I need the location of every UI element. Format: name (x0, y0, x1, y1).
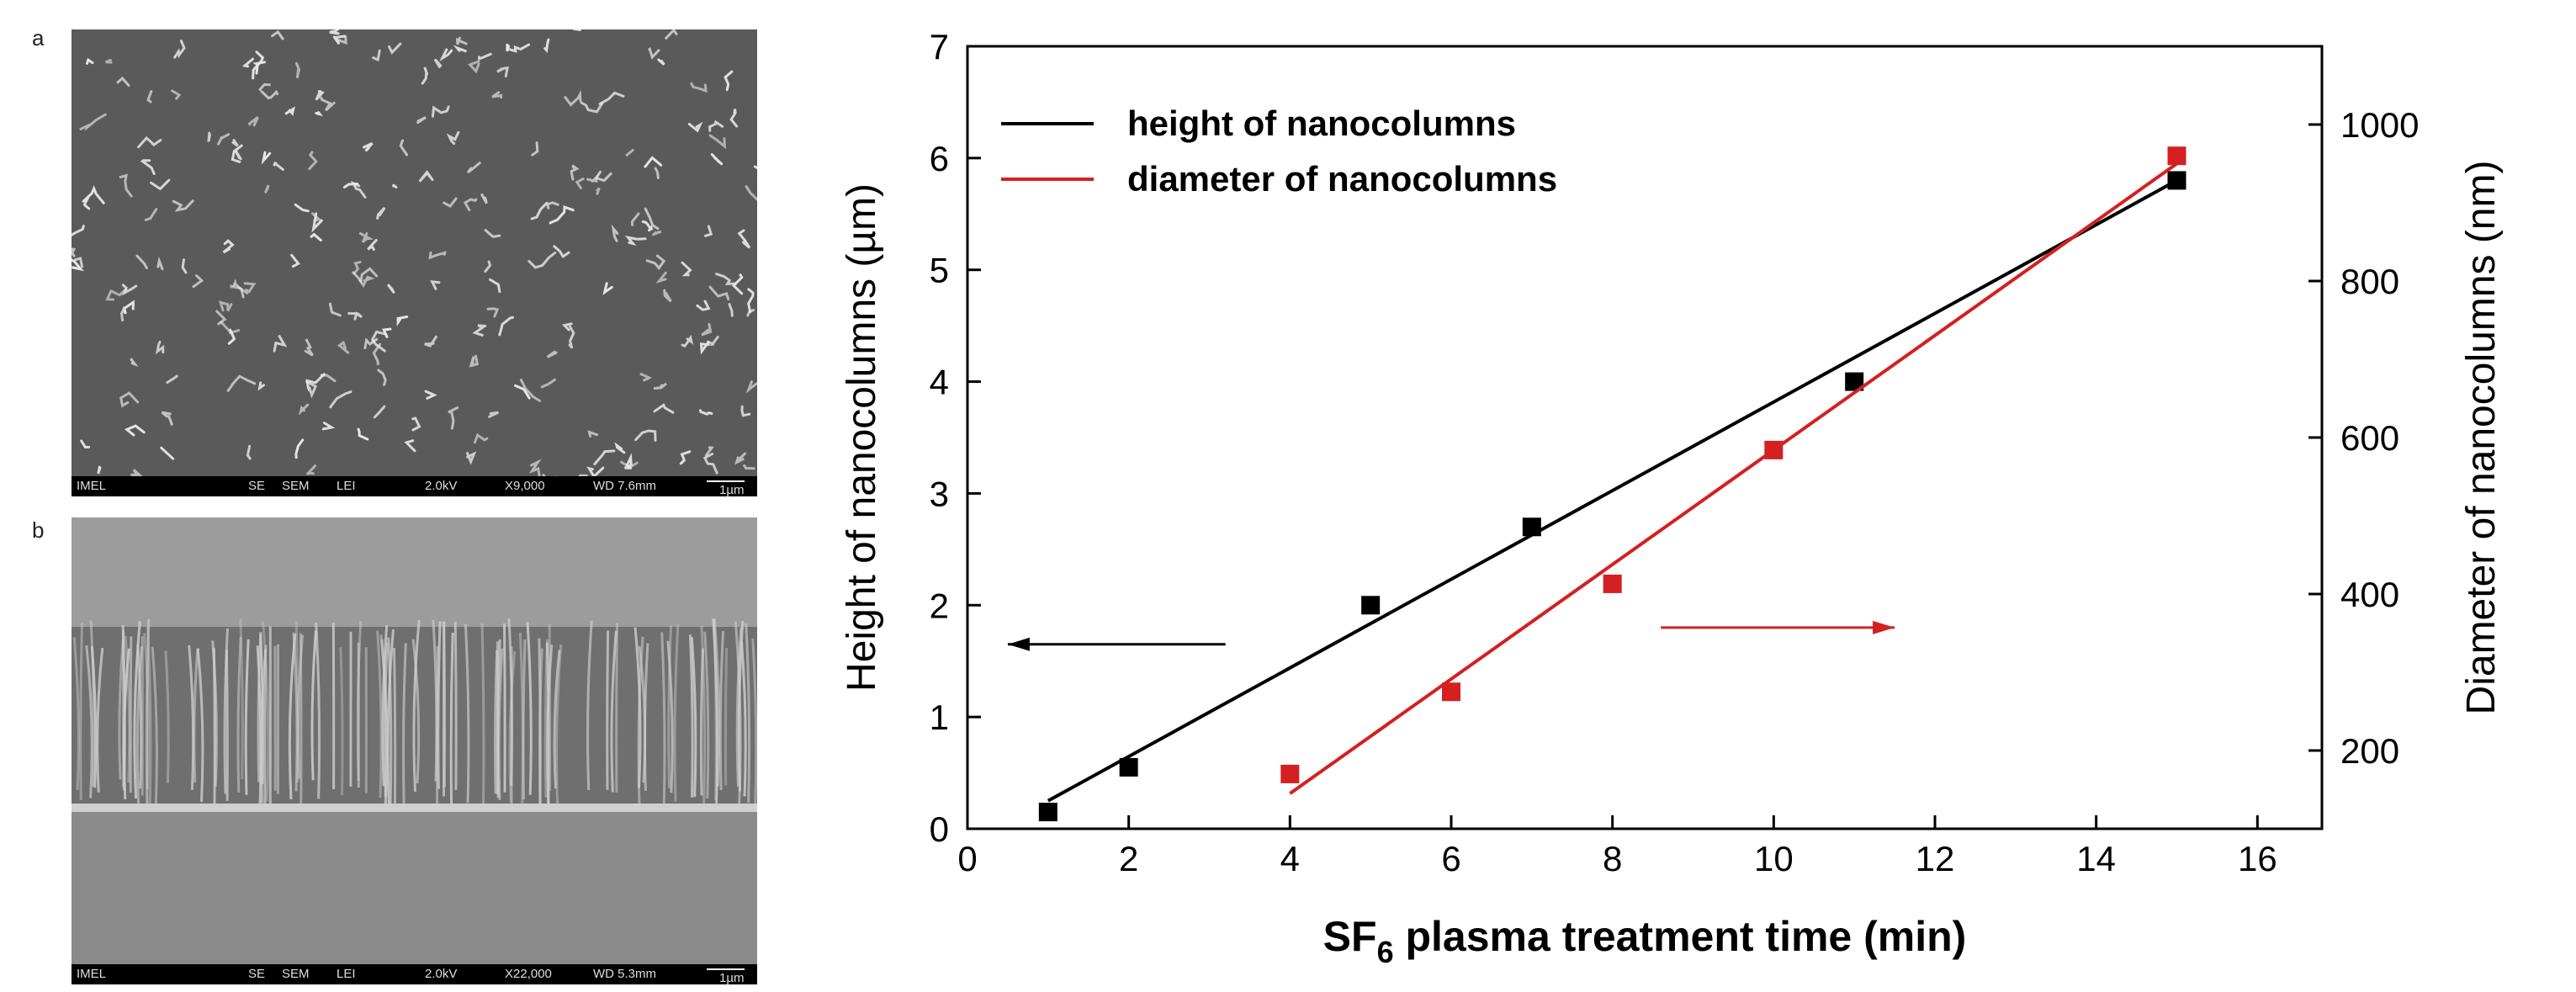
y-tick-label: 1 (930, 698, 949, 737)
y2-tick-label: 200 (2340, 731, 2399, 771)
databar-mode: SEM (282, 479, 310, 493)
x-tick-label: 10 (1754, 839, 1794, 878)
sem-sky (72, 517, 757, 627)
arrowhead-icon (1007, 637, 1030, 651)
nanocolumn-top-view-texture (72, 29, 757, 476)
data-point-height (1845, 372, 1864, 391)
nanocolumn-growth-chart: 0 2 4 6 8 10 12 14 16012345672004006008001000SF6… (840, 27, 2504, 969)
data-point-diameter (1442, 682, 1460, 702)
scale-bar (707, 480, 745, 482)
databar-lens: LEI (337, 479, 356, 493)
databar-magnification: X9,000 (505, 479, 545, 493)
data-point-diameter (2167, 146, 2186, 166)
databar-mode: SEM (282, 967, 310, 981)
y-tick-label: 3 (930, 474, 949, 513)
databar-detector: SE (248, 479, 266, 493)
y-tick-label: 6 (930, 139, 949, 178)
arrowhead-icon (1873, 620, 1895, 634)
databar-scale: 1µm (719, 971, 745, 984)
databar-scale: 1µm (719, 483, 745, 496)
y-tick-label: 5 (930, 251, 949, 290)
legend-label: height of nanocolumns (1127, 103, 1516, 143)
sem-databar-b: IMEL SE SEM LEI 2.0kV X22,000 WD 5.3mm 1… (72, 964, 757, 984)
data-point-height (1522, 517, 1541, 537)
sem-databar-a: IMEL SE SEM LEI 2.0kV X9,000 WD 7.6mm 1µ… (72, 476, 757, 496)
sem-image-top-view: IMEL SE SEM LEI 2.0kV X9,000 WD 7.6mm 1µ… (72, 29, 757, 496)
x-tick-label: 16 (2238, 839, 2277, 878)
databar-lab: IMEL (77, 967, 107, 981)
databar-lens: LEI (337, 967, 356, 981)
data-point-diameter (1603, 574, 1622, 593)
y-tick-label: 7 (930, 27, 949, 66)
y-tick-label: 2 (930, 586, 949, 625)
fit-line-diameter (1289, 162, 2178, 795)
fit-line-height (1047, 178, 2178, 803)
databar-voltage: 2.0kV (425, 967, 458, 981)
y2-axis-title: Diameter of nanocolumns (nm) (2459, 161, 2504, 715)
data-point-height (1361, 596, 1381, 615)
y-axis-title: Height of nanocolumns (µm) (840, 183, 884, 692)
data-point-height (1038, 803, 1057, 822)
x-tick-label: 14 (2076, 839, 2116, 878)
y2-tick-label: 1000 (2340, 105, 2419, 145)
nanocolumn-cross-section-texture (72, 517, 757, 964)
x-tick-label: 0 (957, 839, 977, 878)
y2-tick-label: 600 (2340, 418, 2399, 458)
databar-voltage: 2.0kV (425, 479, 458, 493)
y-tick-label: 0 (930, 809, 949, 849)
databar-magnification: X22,000 (505, 967, 552, 981)
panel-label-a: a (32, 25, 45, 50)
panel-label-b: b (32, 517, 45, 543)
nanocolumn-strands (72, 618, 757, 812)
databar-lab: IMEL (77, 479, 107, 493)
databar-detector: SE (248, 967, 266, 981)
y2-tick-label: 800 (2340, 262, 2399, 301)
y-tick-label: 4 (930, 363, 949, 402)
x-tick-label: 12 (1916, 839, 1955, 878)
substrate-edge (72, 804, 757, 812)
data-point-diameter (1764, 440, 1784, 459)
x-tick-label: 2 (1119, 839, 1138, 878)
data-point-height (1119, 757, 1138, 777)
data-point-height (2167, 171, 2186, 190)
y2-tick-label: 400 (2340, 575, 2399, 614)
x-tick-label: 8 (1603, 839, 1622, 878)
x-tick-label: 4 (1280, 839, 1300, 878)
data-point-diameter (1280, 764, 1300, 783)
databar-working-distance: WD 5.3mm (593, 967, 656, 981)
nanocolumn-tips (72, 29, 757, 476)
substrate (72, 812, 757, 964)
x-axis-title: SF6 plasma treatment time (min) (1323, 913, 1967, 969)
legend-label: diameter of nanocolumns (1127, 159, 1557, 199)
databar-working-distance: WD 7.6mm (593, 479, 656, 493)
sem-background (72, 29, 757, 476)
sem-image-cross-section: IMEL SE SEM LEI 2.0kV X22,000 WD 5.3mm 1… (72, 517, 757, 984)
x-tick-label: 6 (1441, 839, 1460, 878)
scale-bar (707, 968, 745, 970)
